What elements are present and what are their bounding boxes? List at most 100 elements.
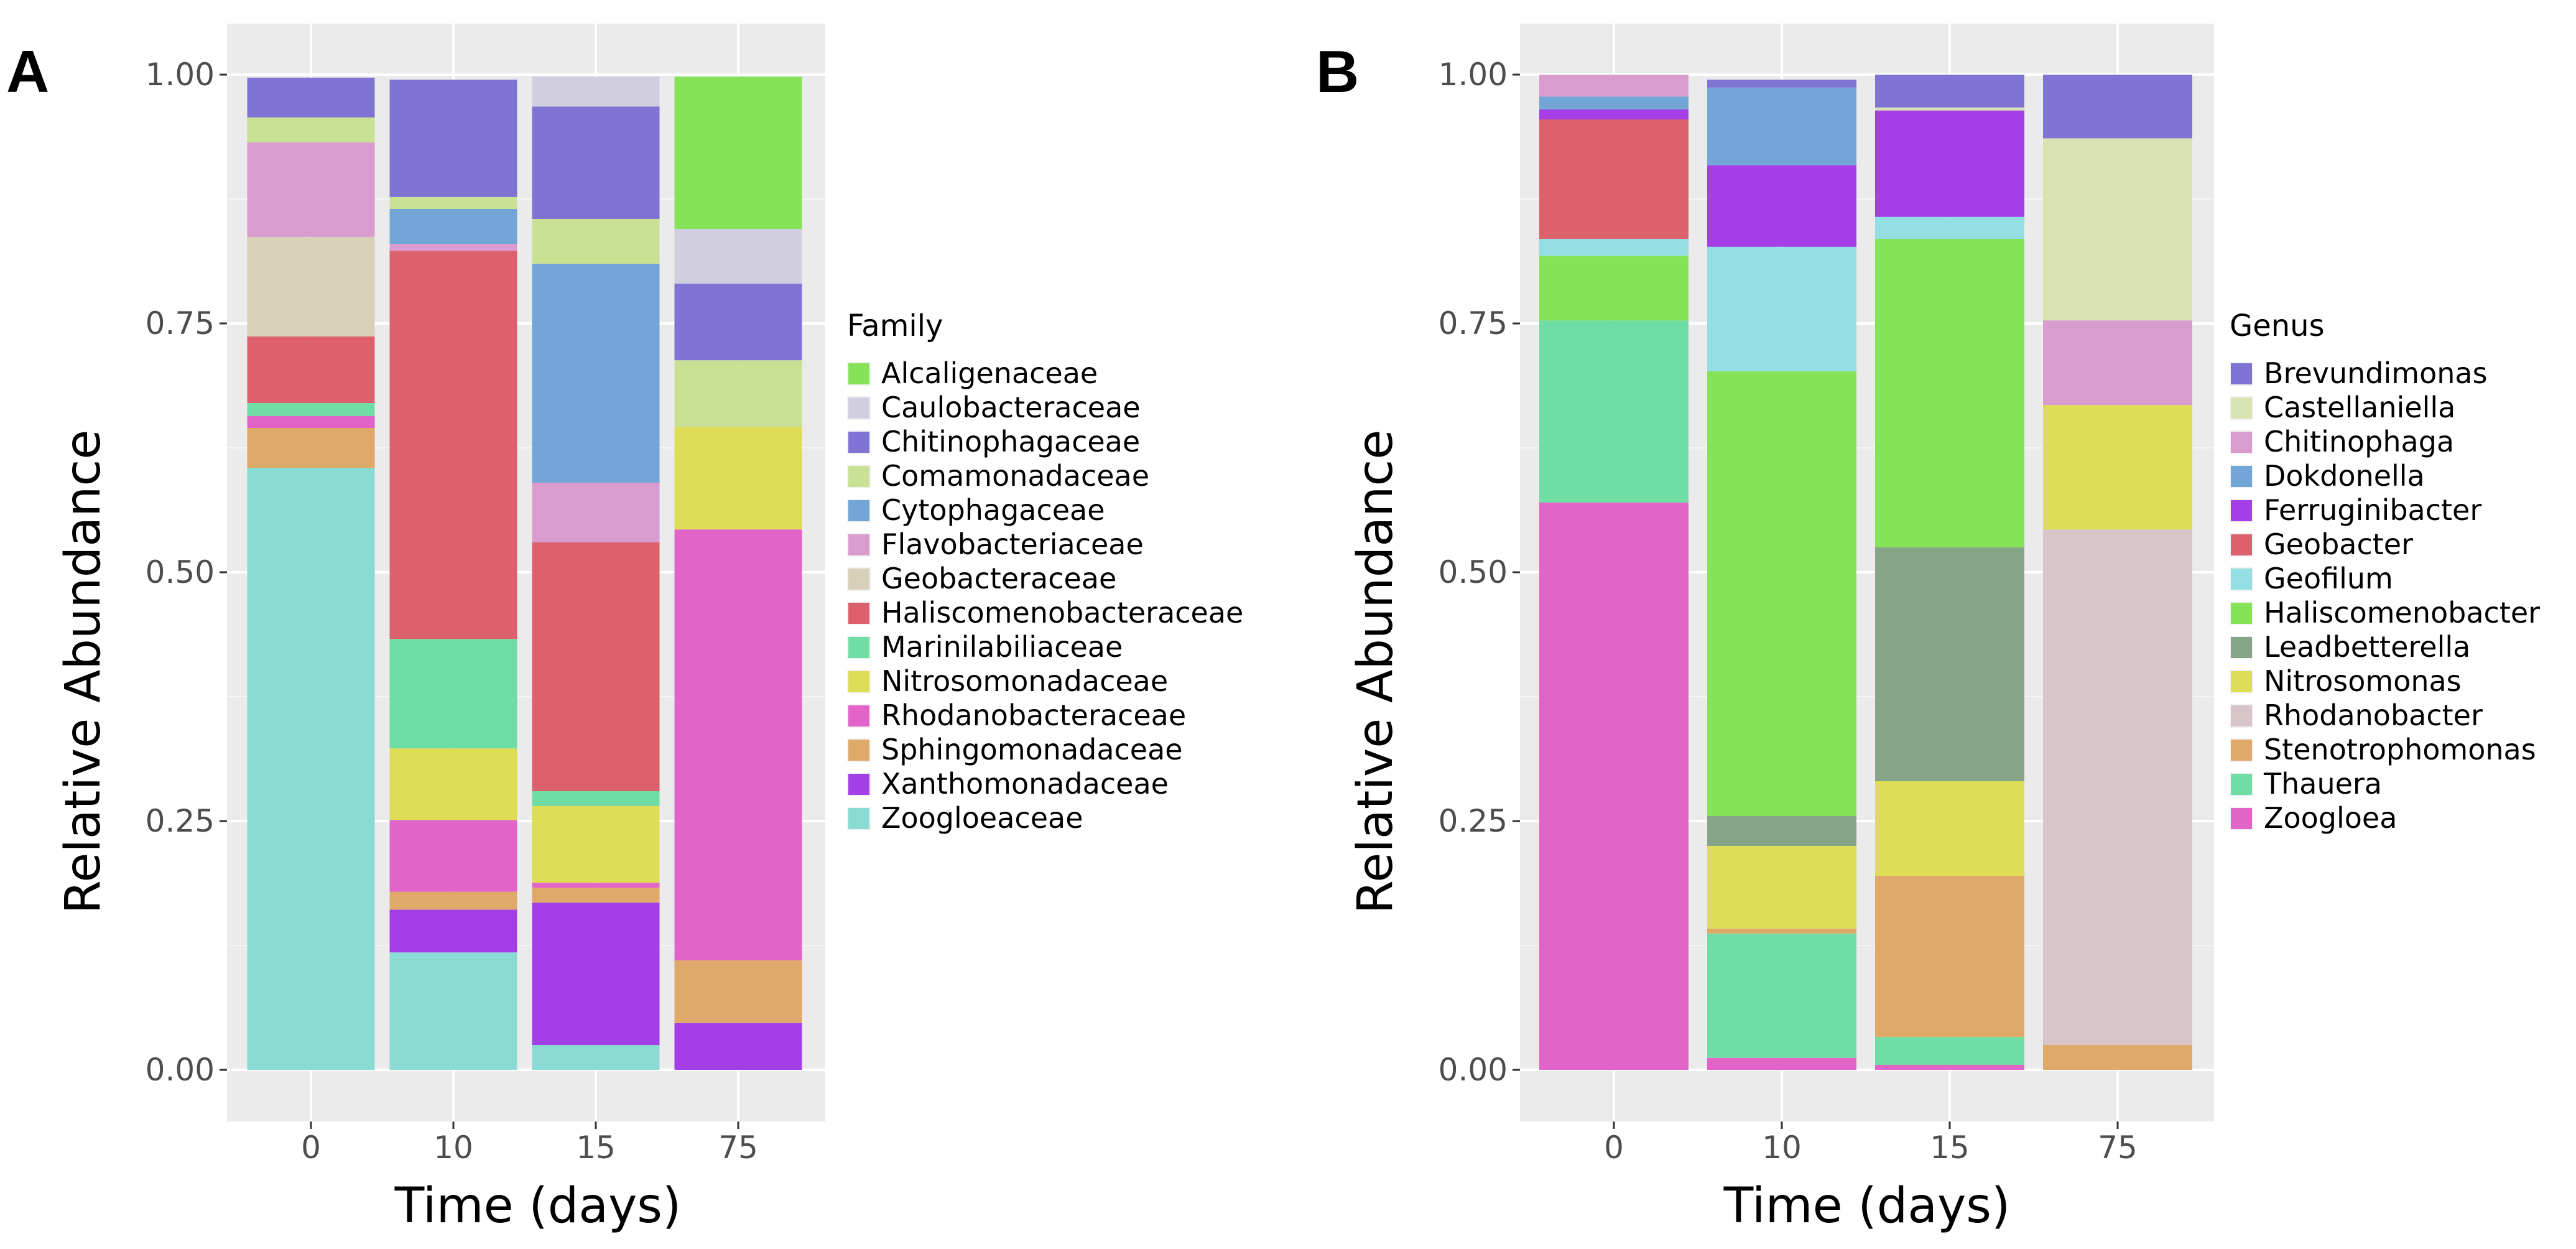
legend-swatch — [848, 500, 869, 521]
bar-segment-comamonadaceae-day-15 — [532, 219, 660, 264]
legend-swatch — [2231, 397, 2252, 419]
legend-item-castellaniella: Castellaniella — [2230, 391, 2455, 424]
panel-b-label: B — [1316, 39, 1359, 105]
legend-swatch — [2231, 671, 2252, 692]
bar-segment-ferruginibacter-day-0 — [1539, 109, 1689, 119]
bar-segment-rhodanobacteraceae-day-15 — [532, 883, 660, 888]
legend-item-flavobacteriaceae: Flavobacteriaceae — [847, 527, 1144, 561]
bar-segment-alcaligenaceae-day-75 — [674, 77, 802, 229]
bar-segment-ferruginibacter-day-15 — [1875, 110, 2024, 217]
bar-segment-zoogloea-day-15 — [1875, 1065, 2024, 1070]
legend-label: Brevundimonas — [2264, 356, 2488, 390]
bar-segment-geofilum-day-0 — [1539, 239, 1689, 256]
x-tick-label: 75 — [718, 1130, 758, 1166]
bar-segment-comamonadaceae-day-10 — [389, 197, 517, 209]
legend-label: Geobacter — [2264, 527, 2413, 561]
legend-item-cytophagaceae: Cytophagaceae — [847, 493, 1105, 527]
bar-segment-geofilum-day-15 — [1875, 216, 2024, 239]
legend-item-thauera: Thauera — [2230, 767, 2382, 801]
legend-label: Flavobacteriaceae — [881, 527, 1144, 561]
bar-segment-castellaniella-day-75 — [2043, 138, 2192, 321]
panel-a-x-axis-title: Time (days) — [394, 1178, 682, 1234]
bar-segment-chitinophagaceae-day-75 — [674, 284, 802, 361]
legend-swatch — [848, 671, 869, 692]
legend-swatch — [2231, 569, 2252, 590]
legend-swatch — [848, 363, 869, 384]
legend-item-rhodanobacter: Rhodanobacter — [2230, 699, 2483, 732]
legend-swatch — [2231, 774, 2252, 795]
legend-label: Zoogloea — [2264, 801, 2397, 835]
legend-label: Ferruginibacter — [2264, 493, 2481, 527]
y-tick-label: 1.00 — [1439, 57, 1508, 93]
panel-a-legend-title: Family — [847, 309, 943, 343]
legend-item-sphingomonadaceae: Sphingomonadaceae — [847, 733, 1183, 766]
bar-segment-caulobacteraceae-day-75 — [674, 229, 802, 284]
bar-segment-thauera-day-10 — [1707, 933, 1856, 1058]
y-tick-label: 0.75 — [146, 305, 215, 341]
bar-segment-nitrosomonadaceae-day-10 — [389, 748, 517, 820]
legend-item-dokdonella: Dokdonella — [2230, 459, 2425, 493]
bar-segment-brevundimonas-day-15 — [1875, 75, 2024, 108]
bar-segment-brevundimonas-day-75 — [2043, 75, 2192, 139]
bar-segment-haliscomenobacteraceae-day-15 — [532, 542, 660, 791]
bar-segment-haliscomenobacter-day-0 — [1539, 256, 1689, 321]
legend-swatch — [848, 637, 869, 658]
legend-item-comamonadaceae: Comamonadaceae — [847, 459, 1149, 493]
legend-swatch — [2231, 603, 2252, 624]
legend-item-stenotrophomonas: Stenotrophomonas — [2230, 733, 2536, 766]
bar-segment-brevundimonas-day-10 — [1707, 80, 1856, 88]
legend-swatch — [2231, 637, 2252, 658]
bar-segment-nitrosomonas-day-75 — [2043, 405, 2192, 530]
legend-item-leadbetterella: Leadbetterella — [2230, 630, 2470, 664]
legend-swatch — [848, 466, 869, 487]
bar-segment-zoogloeaceae-day-0 — [247, 468, 375, 1070]
bar-segment-haliscomenobacter-day-15 — [1875, 239, 2024, 547]
legend-item-ferruginibacter: Ferruginibacter — [2230, 493, 2481, 527]
legend-item-xanthomonadaceae: Xanthomonadaceae — [847, 767, 1169, 801]
legend-label: Geobacteraceae — [881, 562, 1116, 595]
panel-b-y-axis-title: Relative Abundance — [1348, 430, 1404, 914]
bar-segment-flavobacteriaceae-day-0 — [247, 142, 375, 237]
legend-label: Castellaniella — [2264, 391, 2455, 424]
legend-swatch — [848, 740, 869, 761]
legend-item-zoogloea: Zoogloea — [2230, 801, 2397, 835]
bar-segment-rhodanobacteraceae-day-75 — [674, 529, 802, 960]
x-tick-label: 10 — [433, 1130, 473, 1166]
bar-segment-castellaniella-day-15 — [1875, 107, 2024, 111]
legend-item-alcaligenaceae: Alcaligenaceae — [847, 356, 1098, 390]
panel-b-x-axis-title: Time (days) — [1723, 1178, 2011, 1234]
legend-item-marinilabiliaceae: Marinilabiliaceae — [847, 630, 1123, 664]
legend-item-geobacter: Geobacter — [2230, 527, 2413, 561]
legend-label: Rhodanobacteraceae — [881, 699, 1186, 732]
bar-segment-stenotrophomonas-day-15 — [1875, 876, 2024, 1038]
legend-item-haliscomenobacter: Haliscomenobacter — [2230, 596, 2540, 629]
bar-segment-thauera-day-15 — [1875, 1037, 2024, 1065]
legend-label: Zoogloeaceae — [881, 801, 1083, 835]
legend-swatch — [2231, 740, 2252, 761]
panel-b-chart: B 0.00 0.25 0.50 0.75 1.00 0 10 15 75 Relative … — [1316, 24, 2540, 1234]
legend-label: Haliscomenobacteraceae — [881, 596, 1243, 629]
legend-item-rhodanobacteraceae: Rhodanobacteraceae — [847, 699, 1186, 732]
bar-segment-dokdonella-day-0 — [1539, 96, 1689, 109]
legend-swatch — [2231, 534, 2252, 555]
legend-label: Stenotrophomonas — [2264, 733, 2536, 766]
legend-swatch — [2231, 432, 2252, 453]
legend-item-geobacteraceae: Geobacteraceae — [847, 562, 1116, 595]
legend-label: Xanthomonadaceae — [881, 767, 1169, 801]
bar-segment-rhodanobacter-day-75 — [2043, 529, 2192, 1045]
x-tick-label: 75 — [2098, 1130, 2138, 1166]
legend-label: Haliscomenobacter — [2264, 596, 2540, 629]
bar-segment-stenotrophomonas-day-75 — [2043, 1045, 2192, 1070]
legend-swatch — [848, 534, 869, 555]
legend-swatch — [2231, 500, 2252, 521]
bar-segment-xanthomonadaceae-day-10 — [389, 909, 517, 953]
legend-swatch — [848, 397, 869, 419]
y-tick-label: 1.00 — [146, 57, 215, 93]
legend-item-brevundimonas: Brevundimonas — [2230, 356, 2488, 390]
bar-segment-chitinophagaceae-day-15 — [532, 106, 660, 219]
bar-segment-nitrosomonas-day-10 — [1707, 846, 1856, 929]
bar-segment-sphingomonadaceae-day-0 — [247, 428, 375, 468]
legend-label: Chitinophagaceae — [881, 425, 1140, 458]
y-tick-label: 0.00 — [1439, 1052, 1508, 1088]
